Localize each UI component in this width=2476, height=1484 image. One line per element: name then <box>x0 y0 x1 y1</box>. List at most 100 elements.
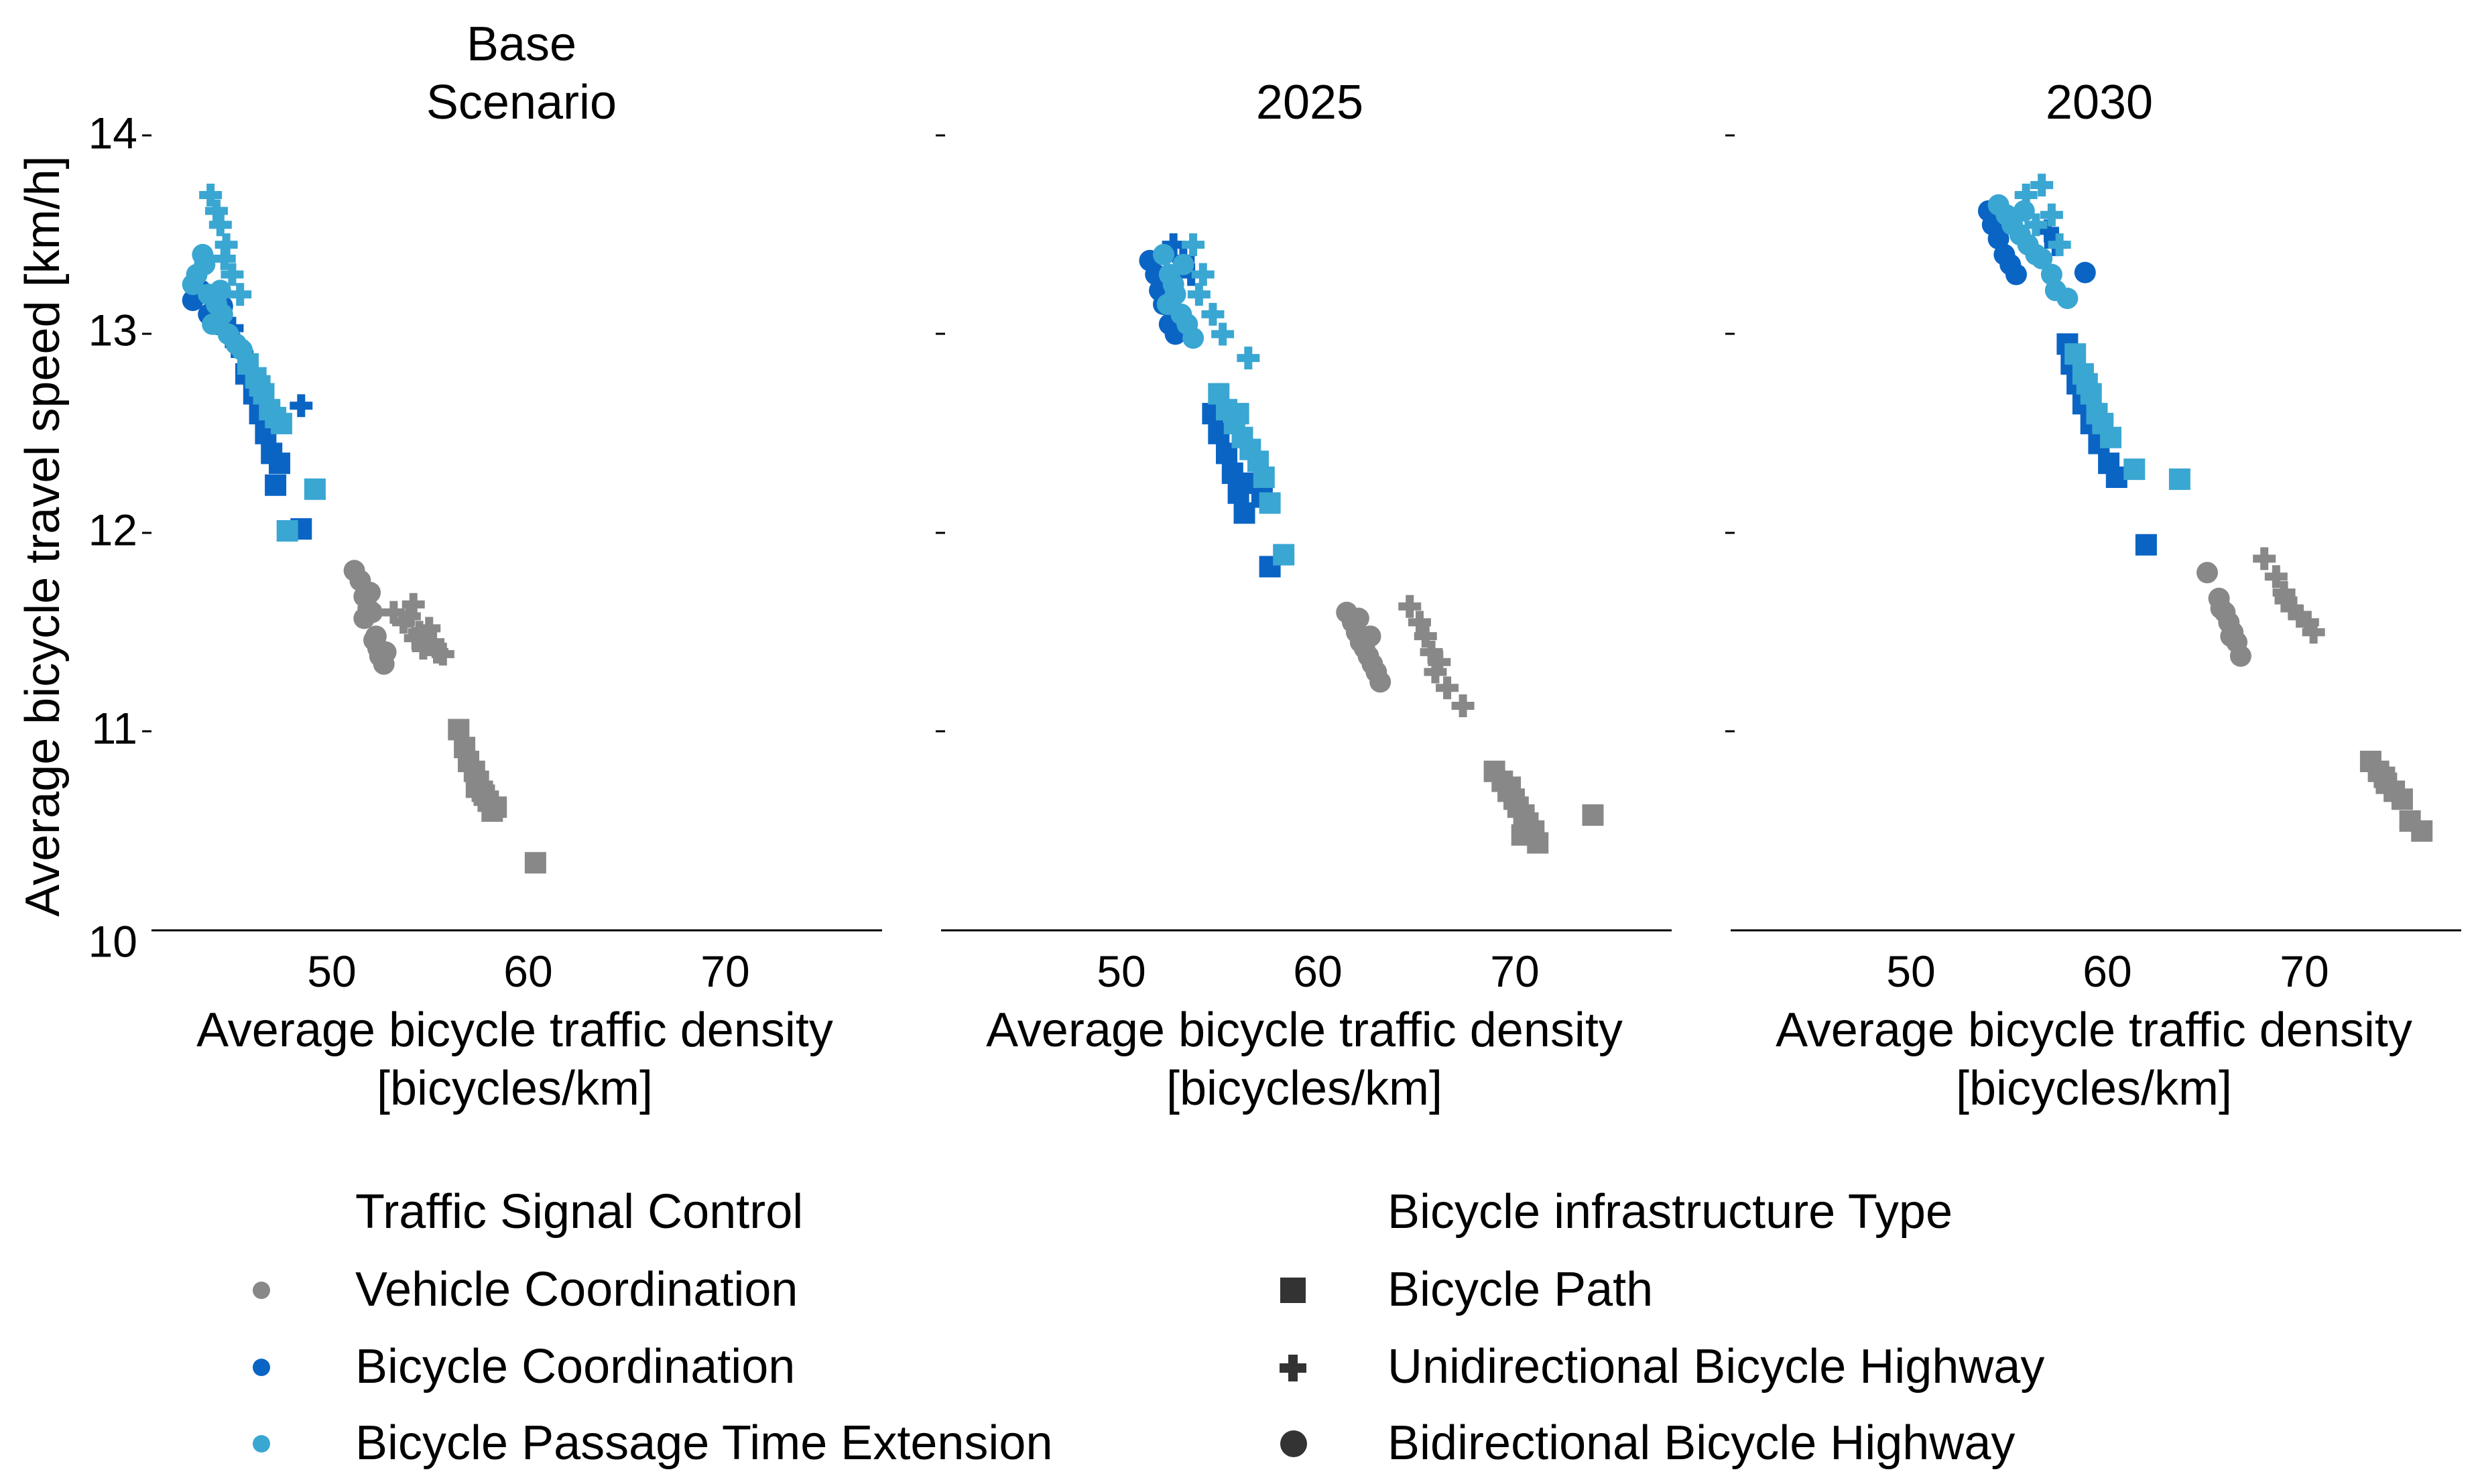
point-bicycle-passage-time-extension-bidirectional-bicycle-highway <box>202 313 224 335</box>
point-bicycle-passage-time-extension-unidirectional-bicycle-highway <box>1182 233 1205 257</box>
point-vehicle-coordination-unidirectional-bicycle-highway <box>1420 640 1443 664</box>
point-bicycle-coordination-bicycle-path <box>265 474 287 496</box>
x-tick-label: 50 <box>1886 946 1935 996</box>
point-bicycle-passage-time-extension-bidirectional-bicycle-highway <box>2044 280 2066 302</box>
panel-2025: 2025 50 60 70 Average bicycle traffic de… <box>936 76 1672 1115</box>
y-tick-label: 10 <box>88 916 137 966</box>
point-bicycle-passage-time-extension-bicycle-path <box>2100 426 2121 448</box>
x-tick-label: 70 <box>2280 946 2329 996</box>
scatter-marks-2025 <box>1139 233 1604 854</box>
point-vehicle-coordination-unidirectional-bicycle-highway <box>1436 676 1459 700</box>
point-bicycle-passage-time-extension-unidirectional-bicycle-highway <box>229 283 252 306</box>
point-bicycle-passage-time-extension-bicycle-path <box>2168 468 2190 490</box>
point-vehicle-coordination-unidirectional-bicycle-highway <box>397 605 421 628</box>
point-vehicle-coordination-bicycle-path <box>1511 824 1533 846</box>
point-bicycle-passage-time-extension-unidirectional-bicycle-highway <box>208 213 232 237</box>
point-vehicle-coordination-bidirectional-bicycle-highway <box>365 625 387 647</box>
point-bicycle-passage-time-extension-bicycle-path <box>1227 403 1249 425</box>
point-bicycle-passage-time-extension-unidirectional-bicycle-highway <box>214 233 238 257</box>
point-vehicle-coordination-unidirectional-bicycle-highway <box>2280 597 2304 620</box>
legend-unidirectional-highway-label: Unidirectional Bicycle Highway <box>1387 1340 2044 1394</box>
point-bicycle-coordination-unidirectional-bicycle-highway <box>290 394 313 418</box>
point-bicycle-coordination-unidirectional-bicycle-highway <box>1162 233 1185 257</box>
point-vehicle-coordination-unidirectional-bicycle-highway <box>431 642 454 666</box>
point-bicycle-coordination-bicycle-path <box>269 452 290 475</box>
point-bicycle-passage-time-extension-bidirectional-bicycle-highway <box>1182 327 1204 349</box>
point-bicycle-passage-time-extension-unidirectional-bicycle-highway <box>2024 213 2048 237</box>
panel-base-scenario: Base Scenario 10 11 12 13 14 50 60 70 Av… <box>88 17 882 1115</box>
point-vehicle-coordination-unidirectional-bicycle-highway <box>2302 621 2325 644</box>
point-vehicle-coordination-bidirectional-bicycle-highway <box>1369 671 1391 693</box>
panel-title-line2: Scenario <box>426 76 617 129</box>
x-tick-label: 60 <box>503 946 552 996</box>
point-vehicle-coordination-unidirectional-bicycle-highway <box>2288 605 2312 628</box>
point-bicycle-passage-time-extension-unidirectional-bicycle-highway <box>1237 347 1260 370</box>
point-bicycle-passage-time-extension-unidirectional-bicycle-highway <box>1201 302 1225 326</box>
point-vehicle-coordination-unidirectional-bicycle-highway <box>2296 611 2319 634</box>
point-vehicle-coordination-unidirectional-bicycle-highway <box>392 611 416 634</box>
point-bicycle-passage-time-extension-bidirectional-bicycle-highway <box>2031 247 2053 269</box>
panel-2030: 2030 50 60 70 Average bicycle traffic de… <box>1725 76 2461 1115</box>
panel-title-line2: 2025 <box>1256 76 1363 129</box>
point-bicycle-passage-time-extension-unidirectional-bicycle-highway <box>199 183 223 206</box>
legend: Traffic Signal Control Vehicle Coordinat… <box>253 1185 2044 1470</box>
x-tick-label: 50 <box>1097 946 1146 996</box>
point-bicycle-passage-time-extension-unidirectional-bicycle-highway <box>2048 233 2071 257</box>
point-bicycle-passage-time-extension-bicycle-path <box>304 478 326 500</box>
legend-infra-title: Bicycle infrastructure Type <box>1387 1185 1953 1239</box>
point-bicycle-passage-time-extension-bicycle-path <box>1273 544 1295 566</box>
point-bicycle-passage-time-extension-bidirectional-bicycle-highway <box>1153 243 1174 265</box>
legend-bidirectional-highway-label: Bidirectional Bicycle Highway <box>1387 1416 2015 1470</box>
point-vehicle-coordination-bidirectional-bicycle-highway <box>375 641 397 663</box>
y-axis-label: Average bicycle travel speed [km/h] <box>16 156 70 916</box>
point-bicycle-passage-time-extension-unidirectional-bicycle-highway <box>2030 174 2054 197</box>
y-ticks-base <box>142 134 151 733</box>
point-vehicle-coordination-unidirectional-bicycle-highway <box>404 627 427 650</box>
legend-passage-time-extension-marker <box>253 1435 270 1452</box>
point-bicycle-passage-time-extension-bicycle-path <box>270 412 292 434</box>
point-vehicle-coordination-bicycle-path <box>2373 766 2396 788</box>
point-vehicle-coordination-unidirectional-bicycle-highway <box>1451 694 1475 717</box>
point-vehicle-coordination-bidirectional-bicycle-highway <box>2210 597 2232 619</box>
point-bicycle-passage-time-extension-bicycle-path <box>1253 467 1275 488</box>
point-bicycle-passage-time-extension-unidirectional-bicycle-highway <box>1211 322 1235 346</box>
y-tick-label: 11 <box>91 703 137 753</box>
point-bicycle-passage-time-extension-bicycle-path <box>2064 343 2087 365</box>
point-vehicle-coordination-unidirectional-bicycle-highway <box>2253 547 2276 570</box>
point-bicycle-passage-time-extension-bicycle-path <box>2123 458 2146 481</box>
legend-vehicle-coordination-marker <box>253 1282 270 1299</box>
point-vehicle-coordination-bicycle-path <box>2391 788 2413 810</box>
legend-bicycle-coordination-marker <box>253 1359 270 1376</box>
point-vehicle-coordination-bicycle-path <box>2411 820 2433 842</box>
point-bicycle-passage-time-extension-unidirectional-bicycle-highway <box>221 263 244 286</box>
point-bicycle-passage-time-extension-bidirectional-bicycle-highway <box>1156 294 1178 315</box>
point-vehicle-coordination-bidirectional-bicycle-highway <box>2220 625 2242 647</box>
point-vehicle-coordination-unidirectional-bicycle-highway <box>1408 611 1431 634</box>
point-bicycle-passage-time-extension-unidirectional-bicycle-highway <box>1187 283 1211 306</box>
legend-unidirectional-highway-marker <box>1280 1355 1306 1381</box>
scatter-marks-base-scenario <box>182 183 546 874</box>
point-vehicle-coordination-bidirectional-bicycle-highway <box>1359 625 1381 647</box>
y-tick-label: 13 <box>88 305 137 355</box>
x-axis-label-line1: Average bicycle traffic density <box>196 1003 833 1057</box>
point-bicycle-passage-time-extension-bicycle-path <box>1259 492 1281 514</box>
point-bicycle-coordination-bicycle-path <box>2135 534 2157 556</box>
point-vehicle-coordination-bicycle-path <box>1499 776 1522 798</box>
point-bicycle-passage-time-extension-bidirectional-bicycle-highway <box>209 280 231 302</box>
point-vehicle-coordination-bidirectional-bicycle-highway <box>361 601 383 623</box>
point-vehicle-coordination-unidirectional-bicycle-highway <box>1414 625 1437 648</box>
point-vehicle-coordination-bidirectional-bicycle-highway <box>2196 562 2218 584</box>
x-tick-label: 50 <box>307 946 356 996</box>
x-axis-label-line2: [bicycles/km] <box>1956 1062 2232 1115</box>
point-vehicle-coordination-unidirectional-bicycle-highway <box>412 636 435 660</box>
legend-passage-time-extension-label: Bicycle Passage Time Extension <box>355 1416 1052 1470</box>
point-vehicle-coordination-bidirectional-bicycle-highway <box>2229 645 2251 667</box>
point-vehicle-coordination-unidirectional-bicycle-highway <box>1398 595 1422 618</box>
panel-title-line2: 2030 <box>2046 76 2153 129</box>
x-axis-label-line2: [bicycles/km] <box>377 1062 653 1115</box>
legend-bicycle-path-marker <box>1280 1278 1306 1303</box>
legend-bicycle-path-label: Bicycle Path <box>1387 1263 1653 1316</box>
point-bicycle-passage-time-extension-unidirectional-bicycle-highway <box>1191 263 1215 286</box>
point-bicycle-passage-time-extension-bidirectional-bicycle-highway <box>1162 273 1184 296</box>
